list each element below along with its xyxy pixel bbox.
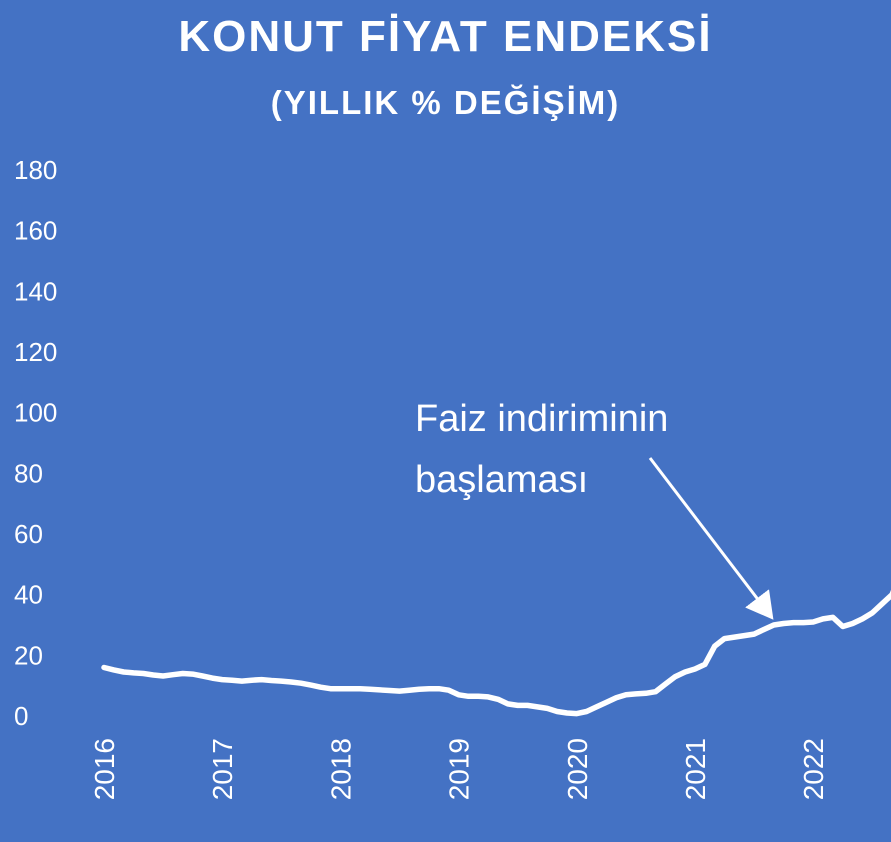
y-tick-label: 140 [14,276,57,306]
annotation-line-2: başlaması [415,459,588,501]
y-tick-label: 40 [14,580,43,610]
y-tick-label: 0 [14,701,28,731]
annotation-arrow [648,457,774,620]
y-tick-label: 60 [14,519,43,549]
x-axis: 2016 2017 2018 2019 2020 2021 2022 [89,738,829,800]
x-tick-label: 2017 [207,738,238,800]
x-tick-label: 2018 [325,738,356,800]
series-line [101,589,891,717]
x-tick-label: 2019 [444,738,475,800]
x-tick-label: 2020 [562,738,593,800]
y-tick-label: 80 [14,458,43,488]
annotation: Faiz indiriminin başlaması [415,398,774,620]
y-tick-label: 120 [14,337,57,367]
x-tick-label: 2022 [798,738,829,800]
y-tick-label: 160 [14,216,57,246]
annotation-line-1: Faiz indiriminin [415,398,668,440]
y-tick-label: 100 [14,398,57,428]
chart-title: KONUT FİYAT ENDEKSİ [178,12,713,61]
chart-subtitle: (YILLIK % DEĞİŞİM) [270,84,621,121]
x-tick-label: 2016 [89,738,120,800]
x-tick-label: 2021 [680,738,711,800]
drop-bars [102,594,891,716]
y-tick-label: 20 [14,640,43,670]
y-axis: 0 20 40 60 80 100 120 140 160 180 [14,155,57,731]
y-tick-label: 180 [14,155,57,185]
